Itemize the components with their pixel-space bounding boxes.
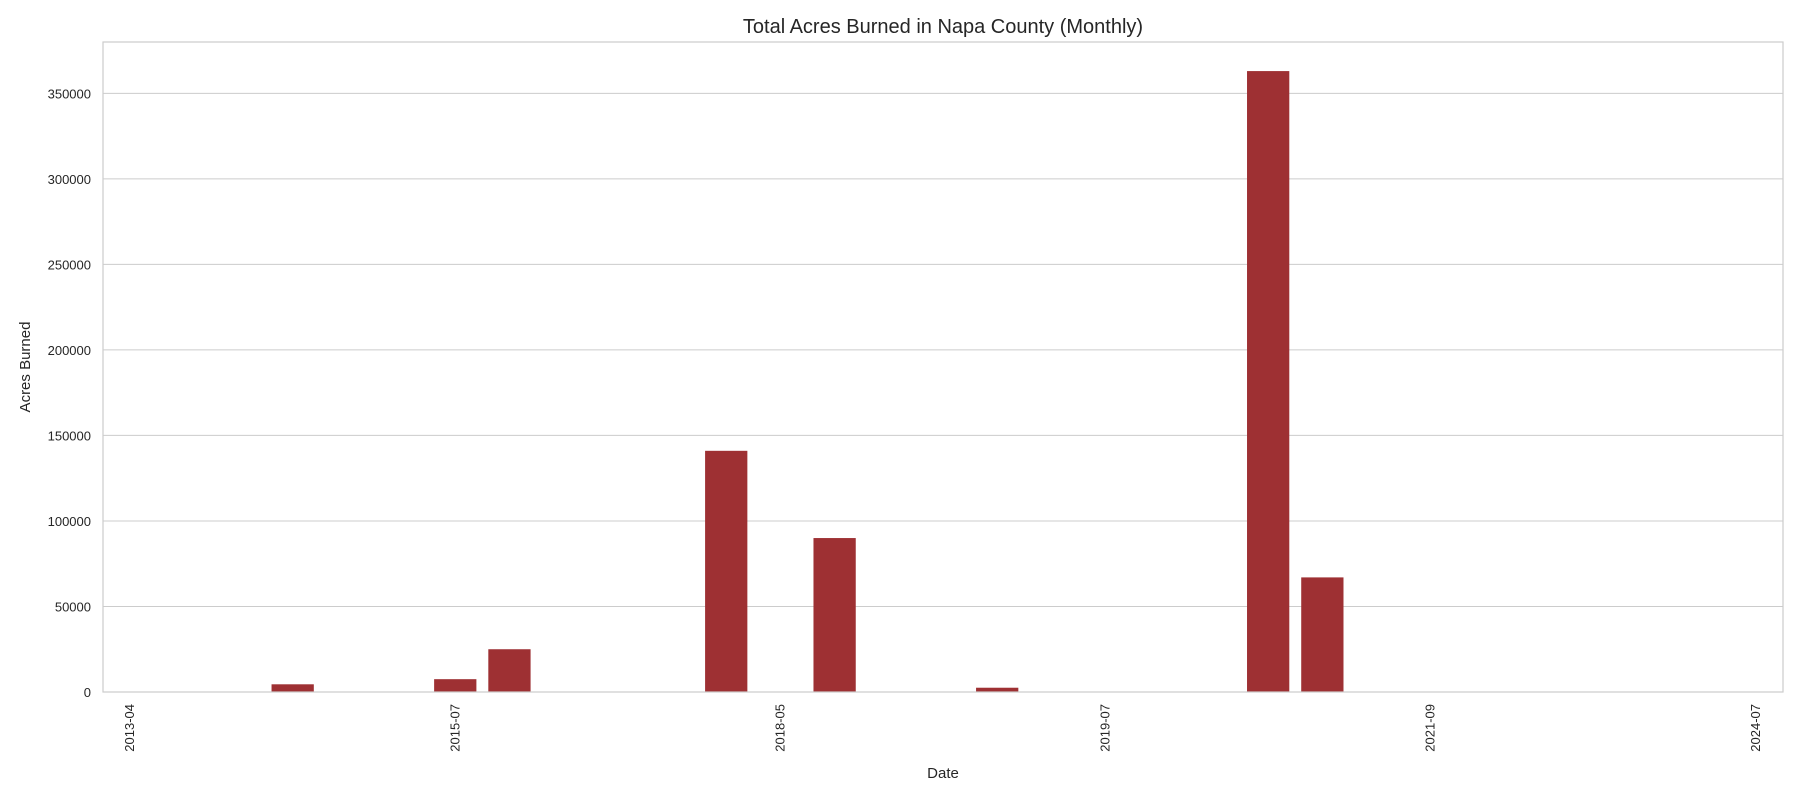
y-tick-label: 100000 <box>48 514 91 529</box>
y-axis-label: Acres Burned <box>17 322 34 413</box>
bar <box>434 679 477 692</box>
y-tick-label: 250000 <box>48 257 91 272</box>
bar <box>271 684 314 692</box>
y-tick-label: 0 <box>84 685 91 700</box>
y-tick-label: 50000 <box>55 599 91 614</box>
y-tick-label: 150000 <box>48 428 91 443</box>
x-tick-label: 2024-07 <box>1748 704 1763 752</box>
bar <box>813 538 856 692</box>
bar <box>705 450 748 692</box>
y-tick-label: 350000 <box>48 86 91 101</box>
y-tick-label: 300000 <box>48 172 91 187</box>
plot-frame <box>102 41 1784 693</box>
x-tick-label: 2015-07 <box>447 704 462 752</box>
x-tick-label: 2019-07 <box>1098 704 1113 752</box>
x-tick-label: 2021-09 <box>1423 704 1438 752</box>
bar <box>1301 577 1344 692</box>
x-tick-label: 2013-04 <box>122 704 137 752</box>
x-tick-labels: 2013-04 2015-07 2018-05 2019-07 2021-09 2024-… <box>122 704 1763 752</box>
chart-title: Total Acres Burned in Napa County (Month… <box>743 16 1143 38</box>
bars <box>271 71 1344 692</box>
x-axis-label: Date <box>927 765 959 782</box>
y-tick-label: 200000 <box>48 343 91 358</box>
y-tick-labels: 0 50000 100000 150000 200000 250000 300000 3500… <box>48 86 91 700</box>
x-tick-label: 2018-05 <box>772 704 787 752</box>
bar <box>488 649 531 692</box>
bar <box>1247 71 1290 692</box>
grid-lines <box>103 92 1783 693</box>
bar <box>976 687 1019 692</box>
